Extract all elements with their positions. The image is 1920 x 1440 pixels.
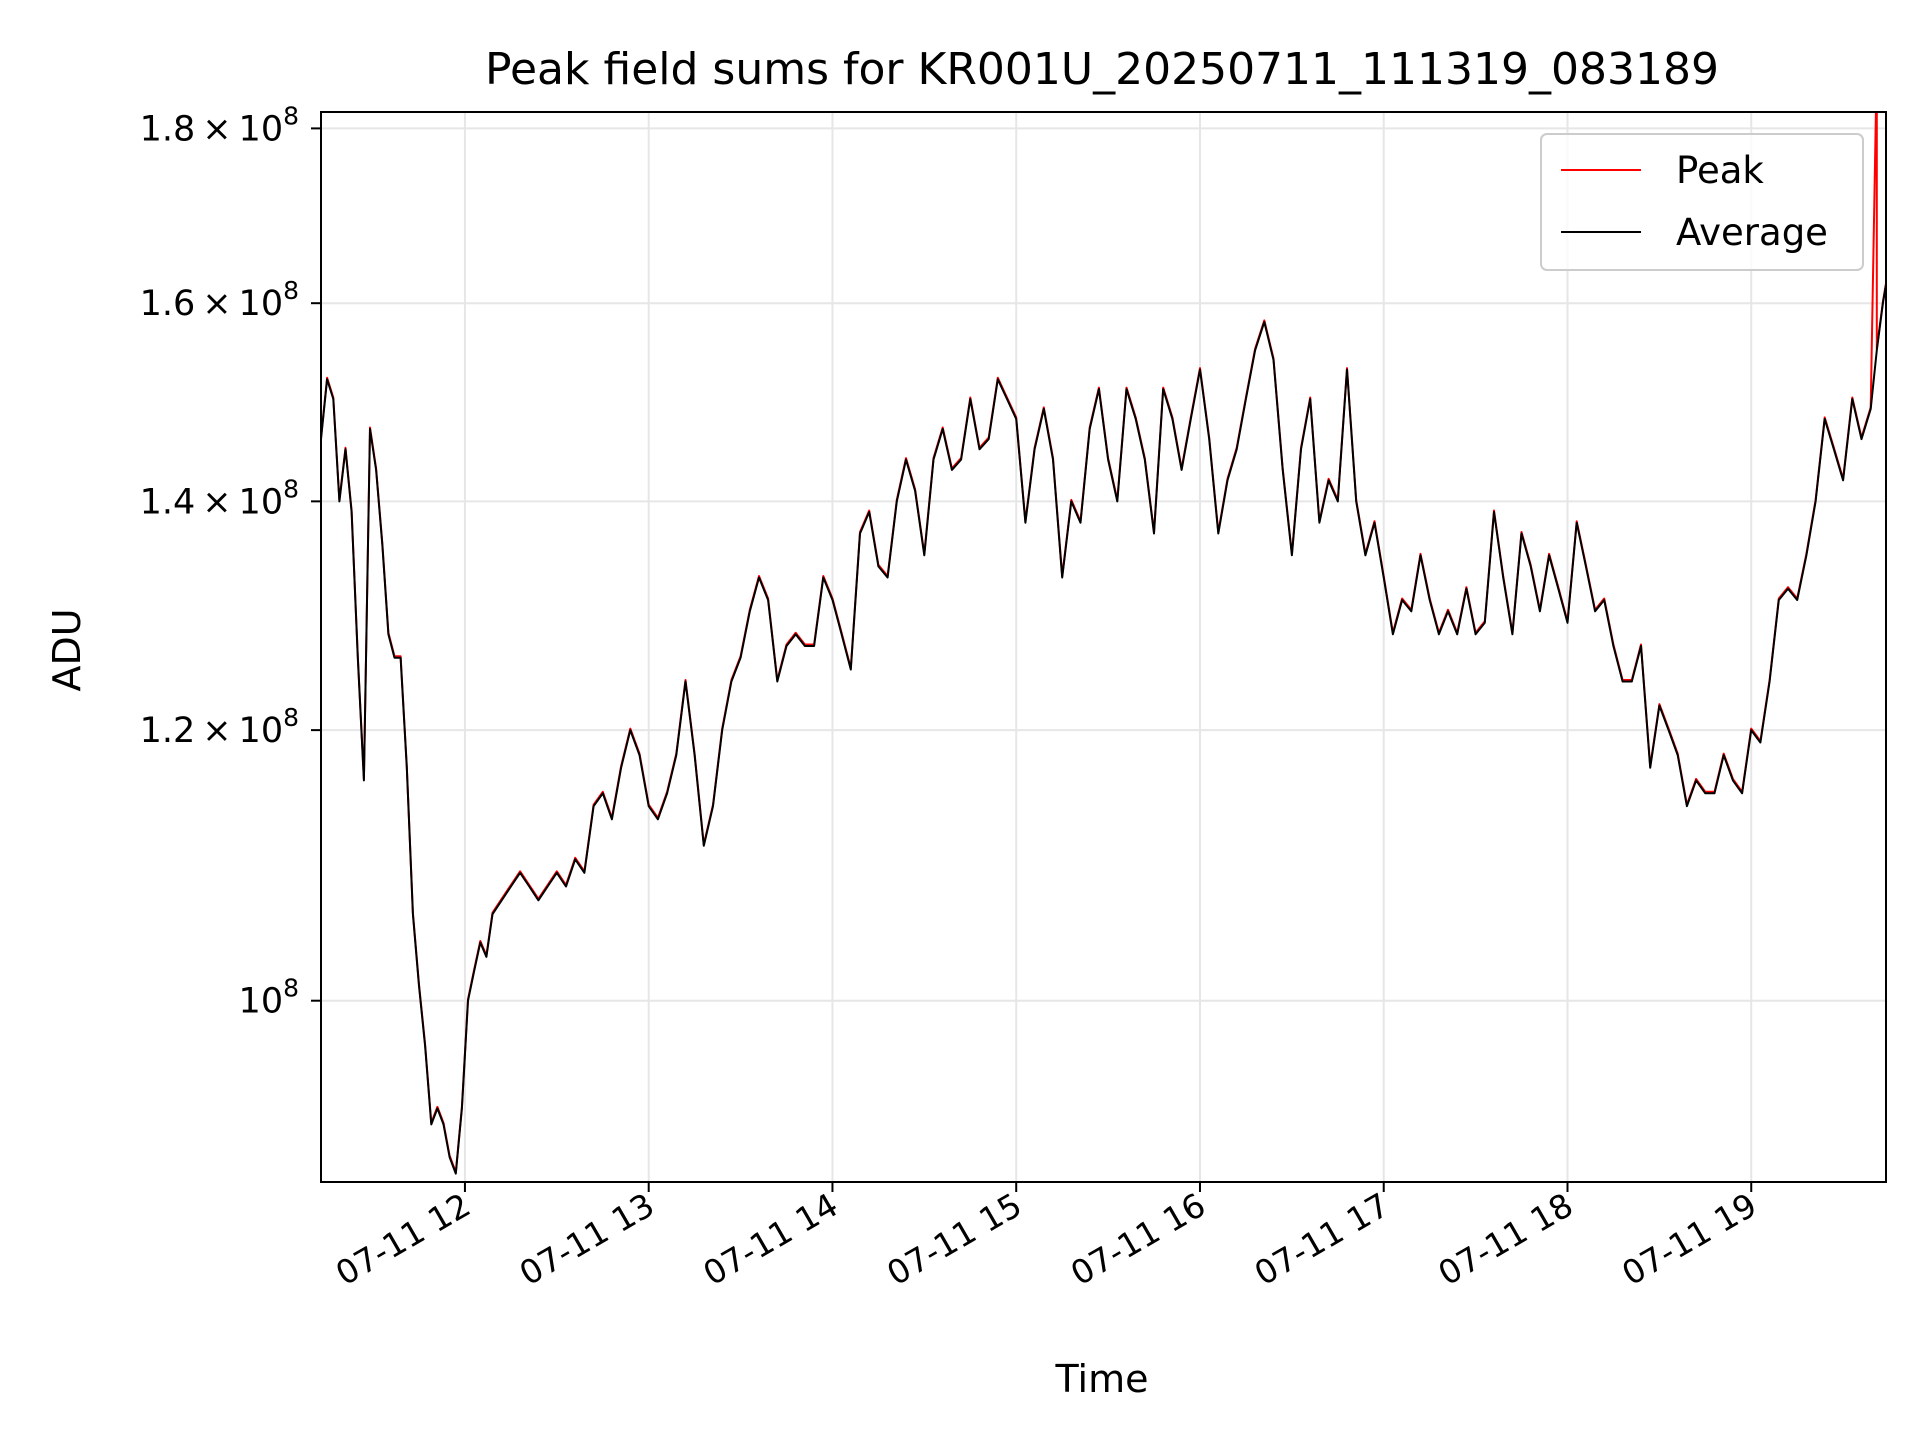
- y-tick-label: 1.4 × 108: [140, 474, 299, 522]
- y-tick-label: 108: [239, 974, 299, 1022]
- legend-box: [1540, 133, 1864, 271]
- series-layer: [321, 112, 1886, 1175]
- x-axis-label: Time: [1055, 1357, 1149, 1401]
- chart-title: Peak field sums for KR001U_20250711_1113…: [485, 44, 1719, 95]
- plot-frame: [320, 111, 1887, 1183]
- y-tick-label: 1.8 × 108: [140, 101, 299, 149]
- y-tick-label: 1.2 × 108: [140, 703, 299, 751]
- legend-label-peak: Peak: [1676, 149, 1764, 192]
- y-axis-ticks: 108 1.2 × 108 1.4 × 108 1.6 × 108 1.8 × 108: [140, 101, 321, 1022]
- y-axis-label: ADU: [45, 608, 89, 691]
- y-tick-label: 1.6 × 108: [140, 276, 299, 324]
- legend-label-average: Average: [1676, 211, 1828, 254]
- legend: Peak Average: [1540, 133, 1864, 271]
- grid: [321, 112, 1886, 1182]
- series-average-line: [321, 284, 1886, 1175]
